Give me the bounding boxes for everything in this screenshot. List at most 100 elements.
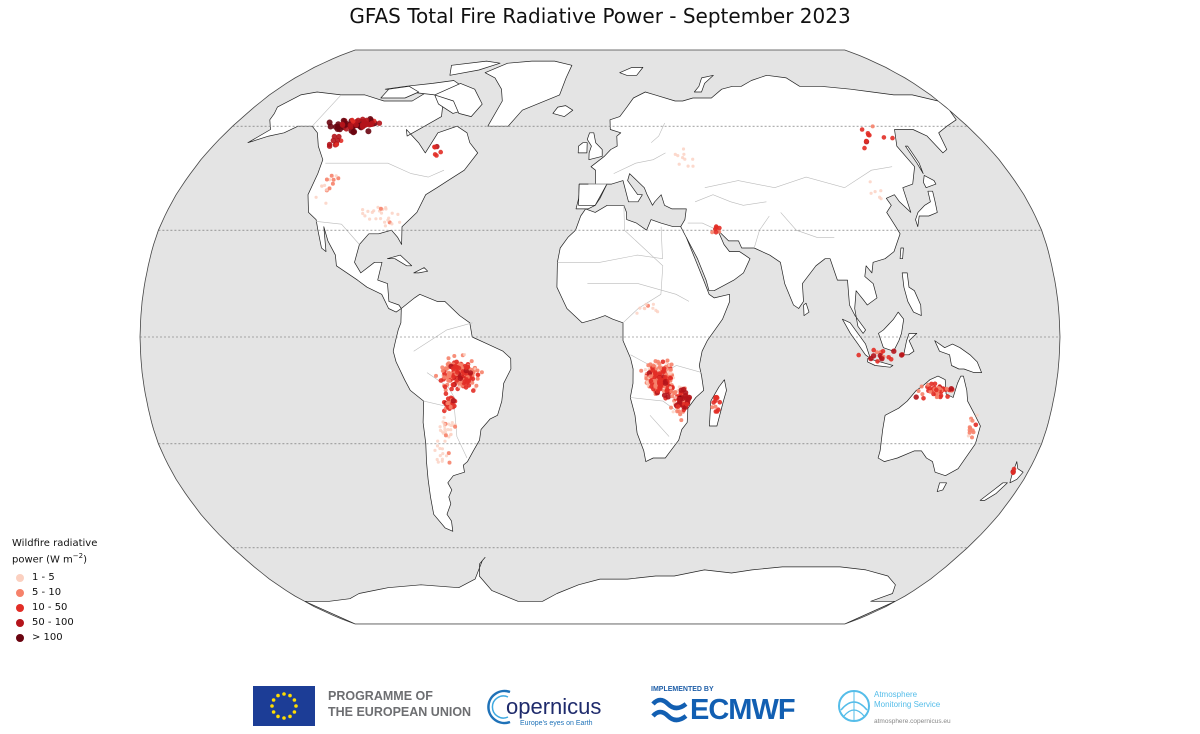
land-sakhalin: [905, 145, 924, 174]
fire-point: [639, 368, 644, 373]
fire-point: [888, 357, 894, 362]
fire-point: [863, 138, 869, 144]
fire-point: [676, 396, 683, 402]
land-eurasia: [575, 74, 957, 334]
fire-point: [374, 217, 378, 221]
fire-point: [447, 422, 451, 426]
fire-point: [443, 439, 447, 443]
fire-point: [396, 212, 400, 216]
fire-point: [653, 384, 658, 389]
fire-point: [363, 117, 370, 124]
fire-point: [668, 386, 673, 390]
fire-point: [438, 425, 442, 429]
fire-point: [669, 371, 673, 375]
fire-point: [662, 380, 669, 386]
fire-point: [324, 201, 328, 205]
legend-swatch: [16, 588, 24, 597]
fire-point: [463, 365, 469, 370]
fire-point: [353, 122, 359, 128]
fire-point: [928, 389, 933, 394]
fire-point: [368, 217, 372, 221]
fire-point: [442, 422, 446, 426]
fire-point: [878, 195, 882, 199]
fire-point: [665, 385, 671, 391]
fire-point: [862, 145, 867, 151]
fire-point: [320, 184, 324, 188]
fire-point: [347, 122, 353, 128]
fire-point: [449, 386, 454, 392]
fire-point: [326, 119, 333, 126]
fire-point: [880, 349, 886, 354]
fire-point: [714, 409, 720, 414]
fire-point: [973, 422, 979, 428]
fire-point: [713, 404, 718, 409]
fire-point: [678, 387, 684, 393]
fire-point: [879, 189, 883, 193]
fire-point: [390, 222, 394, 226]
fire-point: [329, 173, 334, 178]
fire-point: [677, 162, 681, 166]
fire-point: [975, 413, 979, 417]
fire-point: [669, 405, 673, 410]
fire-point: [464, 377, 469, 382]
land-new-guinea: [934, 340, 982, 373]
fire-point: [653, 359, 658, 364]
fire-point: [651, 306, 655, 310]
fire-point: [479, 370, 484, 375]
country-border: [694, 194, 767, 206]
country-border: [315, 221, 360, 245]
land-svalbard: [619, 67, 644, 76]
fire-point: [359, 122, 366, 128]
fire-point: [339, 122, 346, 128]
fire-point: [475, 368, 480, 373]
fire-point: [937, 386, 942, 391]
fire-point: [436, 460, 440, 464]
copernicus-c-icon: [487, 689, 511, 725]
fire-point: [442, 384, 448, 390]
fire-point: [710, 405, 715, 410]
fire-point: [944, 386, 949, 391]
land-uk: [586, 132, 603, 161]
fire-point: [644, 376, 649, 381]
fire-point: [458, 385, 462, 389]
fire-point: [938, 394, 943, 400]
fire-point: [970, 418, 975, 423]
land-nz-north: [1009, 461, 1024, 484]
fire-point: [434, 373, 438, 378]
fire-point: [679, 418, 684, 423]
legend-swatch: [16, 618, 24, 627]
fire-point: [434, 153, 439, 158]
country-border: [557, 226, 663, 263]
country-border: [587, 283, 690, 302]
fire-point: [446, 428, 450, 432]
eu-programme-text: PROGRAMME OF THE EUROPEAN UNION: [328, 689, 472, 719]
fire-point: [384, 207, 388, 211]
fire-point: [351, 128, 358, 135]
fire-point: [441, 452, 445, 456]
fire-point: [926, 382, 931, 387]
land-novaya-zemlya: [693, 74, 714, 93]
fire-point: [355, 117, 361, 124]
fire-point: [681, 156, 685, 160]
fire-point: [919, 384, 924, 389]
fire-point: [379, 211, 384, 215]
fire-point: [475, 376, 480, 381]
fire-point: [462, 353, 467, 357]
legend-item-1-5: 1 - 5: [12, 570, 97, 585]
fire-point: [660, 359, 666, 365]
country-border: [780, 212, 835, 238]
fire-point: [1010, 470, 1016, 476]
fire-point: [682, 152, 686, 156]
fire-point: [370, 210, 374, 214]
fire-point: [448, 405, 453, 410]
fire-point: [870, 124, 875, 129]
fire-point: [665, 358, 670, 363]
fire-point: [717, 399, 723, 405]
fire-point: [875, 359, 880, 364]
fire-point: [671, 410, 675, 414]
fire-point: [445, 401, 450, 406]
land-sri-lanka: [803, 302, 810, 316]
fire-point: [450, 382, 456, 388]
country-border: [423, 400, 468, 459]
